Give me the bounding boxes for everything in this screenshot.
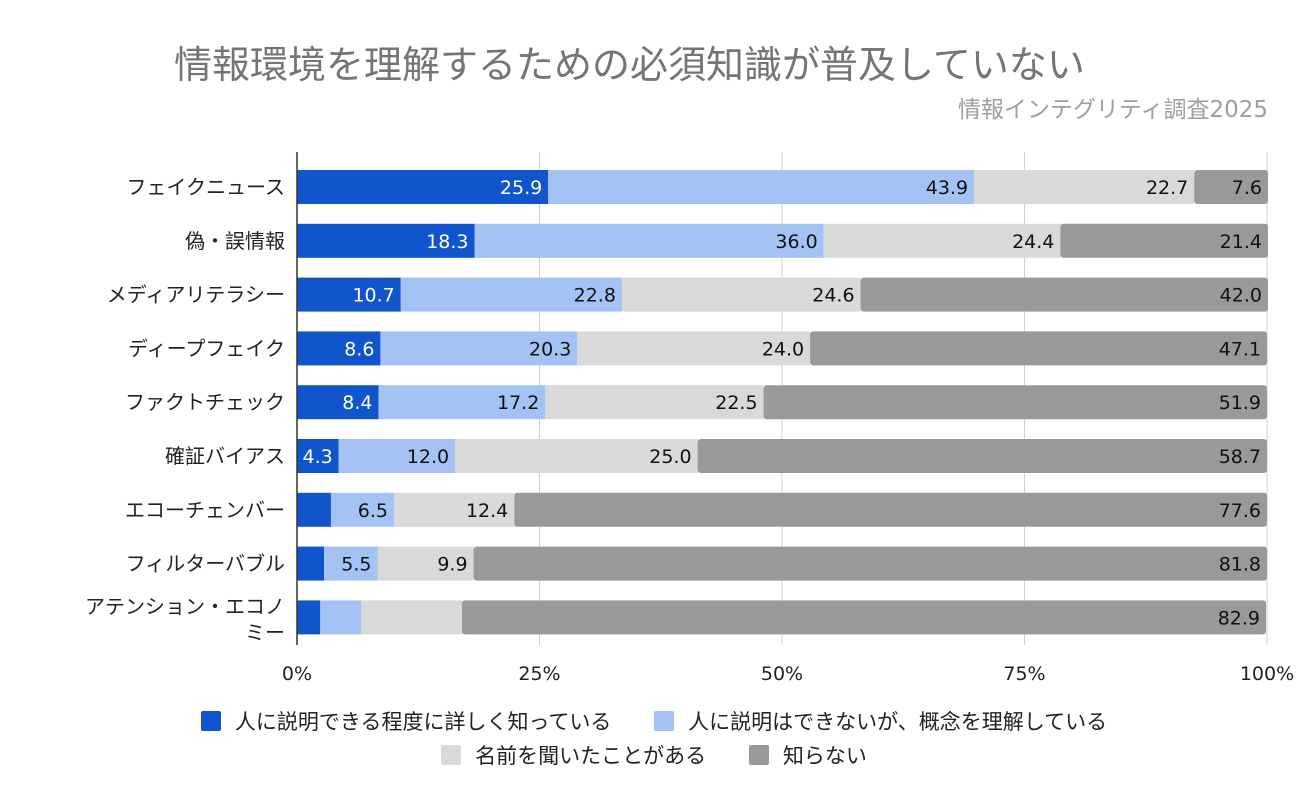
data-label: 25.9 bbox=[500, 177, 542, 199]
bar-segment bbox=[297, 223, 475, 258]
bar-segment bbox=[400, 277, 622, 312]
data-label: 7.6 bbox=[1232, 177, 1262, 199]
data-label: 8.4 bbox=[342, 392, 372, 414]
x-tick-label: 25% bbox=[518, 663, 560, 685]
category-label: 確証バイアス bbox=[165, 444, 285, 468]
bar-segment bbox=[377, 546, 474, 581]
legend-label-understand: 人に説明はできないが、概念を理解している bbox=[688, 710, 1108, 734]
bar-segment bbox=[361, 600, 462, 635]
data-label: 82.9 bbox=[1218, 607, 1260, 629]
category-label: エコーチェンバー bbox=[125, 498, 285, 522]
bar-segment bbox=[974, 170, 1195, 204]
category-label: ミー bbox=[245, 620, 285, 644]
stacked-bar-chart: 0% 25% 50% 75% 100% 25.9 43.9 22.7 7.6 フェイクニュース 18… bbox=[85, 152, 1294, 685]
bar-segment bbox=[297, 492, 331, 527]
category-label: 偽・誤情報 bbox=[185, 229, 285, 253]
data-label: 36.0 bbox=[775, 231, 817, 253]
legend-label-unknown: 知らない bbox=[782, 744, 867, 768]
bar-segment bbox=[577, 331, 811, 366]
legend-item-unknown: 知らない bbox=[748, 740, 867, 770]
legend-swatch-unknown bbox=[748, 745, 769, 765]
bar-segment bbox=[378, 385, 546, 420]
category-label: フェイクニュース bbox=[126, 175, 285, 199]
bar-segment bbox=[823, 223, 1061, 258]
chart-title: 情報環境を理解するための必須知識が普及していない bbox=[174, 43, 1085, 87]
legend-item-detailed: 人に説明できる程度に詳しく知っている bbox=[200, 706, 612, 736]
data-label: 5.5 bbox=[341, 554, 371, 576]
legend-row-2: 名前を聞いたことがある 知らない bbox=[0, 740, 1308, 770]
bar-segment bbox=[324, 546, 378, 581]
legend-item-understand: 人に説明はできないが、概念を理解している bbox=[654, 706, 1107, 736]
bar-segment bbox=[473, 546, 1267, 581]
data-label: 81.8 bbox=[1219, 554, 1261, 576]
bar-segment bbox=[394, 492, 515, 527]
legend-item-heard: 名前を聞いたことがある bbox=[441, 740, 706, 770]
bar-segment bbox=[297, 170, 549, 204]
bar-segment bbox=[545, 385, 764, 420]
data-label: 20.3 bbox=[529, 338, 571, 360]
bar-segment bbox=[621, 277, 861, 312]
category-label: アテンション・エコノ bbox=[85, 594, 285, 618]
bar-segment bbox=[455, 439, 698, 473]
bar-segment bbox=[320, 600, 362, 635]
bar-segment bbox=[297, 277, 401, 312]
data-label: 6.5 bbox=[358, 500, 388, 522]
bar-segment bbox=[338, 439, 456, 473]
x-tick-label: 75% bbox=[1003, 663, 1045, 685]
data-label: 21.4 bbox=[1220, 231, 1262, 253]
x-tick-label: 100% bbox=[1240, 663, 1294, 685]
category-label: メディアリテラシー bbox=[107, 283, 285, 307]
legend-label-detailed: 人に説明できる程度に詳しく知っている bbox=[234, 710, 612, 734]
bar-segment bbox=[297, 546, 325, 581]
data-label: 51.9 bbox=[1219, 392, 1261, 414]
data-label: 9.9 bbox=[437, 554, 467, 576]
bar-segment bbox=[548, 170, 975, 204]
data-label: 25.0 bbox=[649, 446, 691, 468]
legend-swatch-detailed bbox=[200, 711, 221, 731]
data-label: 18.3 bbox=[426, 231, 468, 253]
bar-segment bbox=[297, 331, 381, 366]
bar-segment bbox=[514, 492, 1267, 527]
category-label: フィルターバブル bbox=[126, 552, 285, 576]
data-label: 47.1 bbox=[1219, 338, 1261, 360]
category-label: ディープフェイク bbox=[128, 336, 285, 360]
bar-segment bbox=[380, 331, 578, 366]
legend-swatch-understand bbox=[654, 711, 675, 731]
bar-segment bbox=[763, 385, 1267, 420]
data-label: 17.2 bbox=[497, 392, 539, 414]
bar-segment bbox=[474, 223, 824, 258]
data-label: 22.8 bbox=[574, 285, 616, 307]
legend-swatch-heard bbox=[441, 745, 462, 765]
data-label: 12.0 bbox=[407, 446, 449, 468]
data-label: 22.5 bbox=[715, 392, 757, 414]
data-label: 10.7 bbox=[352, 285, 394, 307]
data-label: 22.7 bbox=[1146, 177, 1188, 199]
x-tick-label: 50% bbox=[761, 663, 803, 685]
data-label: 12.4 bbox=[466, 500, 508, 522]
bar-segment bbox=[697, 439, 1267, 473]
data-label: 43.9 bbox=[926, 177, 968, 199]
legend-label-heard: 名前を聞いたことがある bbox=[475, 744, 707, 768]
category-label: ファクトチェック bbox=[125, 390, 285, 414]
x-tick-label: 0% bbox=[282, 663, 312, 685]
data-label: 24.6 bbox=[812, 285, 854, 307]
bar-segment bbox=[1060, 223, 1268, 258]
bar-segment bbox=[297, 439, 339, 473]
bar-segment bbox=[1194, 170, 1268, 204]
data-label: 58.7 bbox=[1219, 446, 1261, 468]
bar-segment bbox=[297, 385, 379, 420]
chart-subtitle: 情報インテグリティ調査2025 bbox=[957, 97, 1268, 123]
bar-segment bbox=[810, 331, 1267, 366]
bar-segment bbox=[297, 600, 321, 635]
data-label: 24.4 bbox=[1012, 231, 1054, 253]
data-label: 24.0 bbox=[762, 338, 804, 360]
data-label: 42.0 bbox=[1220, 285, 1262, 307]
data-label: 8.6 bbox=[344, 338, 374, 360]
legend-row-1: 人に説明できる程度に詳しく知っている 人に説明はできないが、概念を理解している bbox=[0, 706, 1308, 736]
bar-segment bbox=[461, 600, 1267, 635]
bar-segment bbox=[860, 277, 1268, 312]
bar-segment bbox=[330, 492, 394, 527]
data-label: 77.6 bbox=[1219, 500, 1261, 522]
data-label: 4.3 bbox=[302, 446, 332, 468]
